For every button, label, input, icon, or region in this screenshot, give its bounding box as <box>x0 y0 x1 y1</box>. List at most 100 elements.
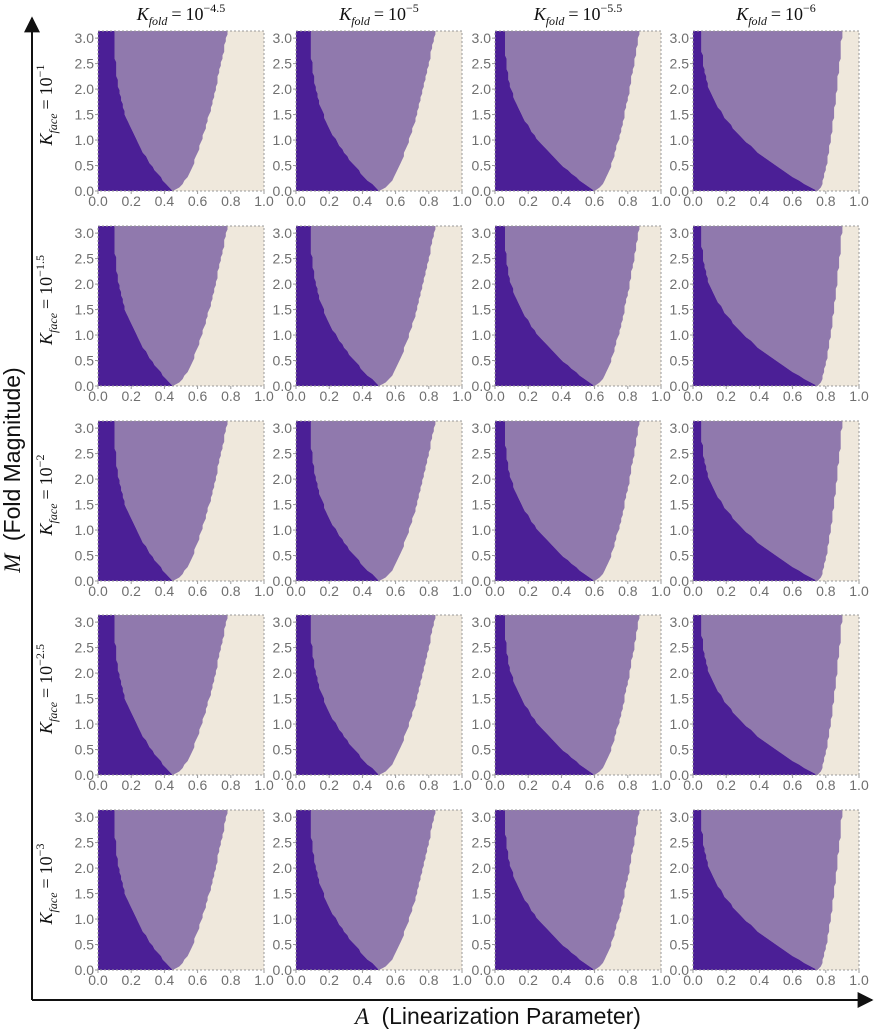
y-tick-label: 2.5 <box>273 446 293 462</box>
region-light-purple <box>505 31 640 191</box>
y-tick-label: 1.0 <box>273 522 293 538</box>
panel-frame <box>97 614 265 776</box>
y-tick-label: 3.0 <box>670 225 690 241</box>
x-tick-label: 0.8 <box>419 972 439 988</box>
x-tick-label: 1.0 <box>849 193 869 209</box>
panel-r4-c3: 0.0 0.5 1.0 1.5 2.0 2.5 3.0 0.0 0.2 0.4 0.6 0.8 1.0 <box>472 614 671 793</box>
x-tick-label: 0.6 <box>188 388 208 404</box>
y-tick-label: 0.0 <box>273 767 293 783</box>
y-tick-label: 1.5 <box>472 497 492 513</box>
y-tick-label: 0.5 <box>273 353 293 369</box>
y-tick-label: 2.0 <box>273 276 293 292</box>
region-light-purple <box>114 31 228 191</box>
x-tick-label: 0.8 <box>816 972 836 988</box>
x-tick-label: 0.4 <box>353 777 373 793</box>
y-tick-label: 0.5 <box>670 548 690 564</box>
x-tick-label: 0.8 <box>221 388 241 404</box>
x-tick-label: 1.0 <box>651 972 671 988</box>
x-tick-label: 1.0 <box>254 193 274 209</box>
region-dark-purple <box>495 31 595 191</box>
x-tick-label: 0.2 <box>121 583 141 599</box>
y-tick-label: 1.5 <box>670 302 690 318</box>
y-tick-label: 1.5 <box>273 691 293 707</box>
region-light-purple <box>701 226 843 386</box>
y-tick-label: 2.0 <box>273 860 293 876</box>
y-tick-label: 0.5 <box>75 742 95 758</box>
y-tick-label: 1.5 <box>273 302 293 318</box>
y-tick-label: 2.5 <box>472 251 492 267</box>
panel-frame <box>295 225 463 387</box>
x-tick-label: 0.0 <box>485 972 505 988</box>
x-tick-label: 0.8 <box>419 388 439 404</box>
y-tick-label: 3.0 <box>273 225 293 241</box>
region-light-purple <box>701 810 843 970</box>
x-tick-label: 1.0 <box>849 388 869 404</box>
x-tick-label: 0.0 <box>683 388 703 404</box>
panel-r2-c1: 0.0 0.5 1.0 1.5 2.0 2.5 3.0 0.0 0.2 0.4 0.6 0.8 1.0 <box>75 225 274 404</box>
x-tick-label: 0.4 <box>750 972 770 988</box>
y-tick-label: 2.0 <box>273 665 293 681</box>
x-tick-label: 0.4 <box>353 388 373 404</box>
y-tick-label: 0.0 <box>670 378 690 394</box>
row-label-3: Kface=10−2 <box>33 455 60 537</box>
y-tick-label: 1.5 <box>75 886 95 902</box>
region-light-purple <box>114 421 228 581</box>
x-tick-label: 0.2 <box>518 193 538 209</box>
region-light-purple <box>310 226 436 386</box>
x-tick-label: 1.0 <box>452 583 472 599</box>
x-tick-label: 0.6 <box>386 972 406 988</box>
y-tick-label: 2.0 <box>75 471 95 487</box>
x-tick-label: 0.6 <box>386 388 406 404</box>
region-light-purple <box>701 421 843 581</box>
x-tick-label: 0.4 <box>155 972 175 988</box>
y-tick-label: 2.0 <box>472 471 492 487</box>
y-tick-label: 3.0 <box>75 30 95 46</box>
region-dark-purple <box>98 226 173 386</box>
y-tick-label: 1.0 <box>670 522 690 538</box>
y-tick-label: 0.5 <box>472 353 492 369</box>
region-dark-purple <box>296 810 379 970</box>
y-tick-label: 3.0 <box>472 225 492 241</box>
x-tick-label: 0.6 <box>783 388 803 404</box>
region-dark-purple <box>693 421 818 581</box>
region-dark-purple <box>296 615 379 775</box>
x-tick-label: 0.6 <box>783 193 803 209</box>
y-tick-label: 2.5 <box>75 446 95 462</box>
x-tick-label: 0.8 <box>221 972 241 988</box>
panel-r5-c3: 0.0 0.5 1.0 1.5 2.0 2.5 3.0 0.0 0.2 0.4 0.6 0.8 1.0 <box>472 809 671 988</box>
row-label-5: Kface=10−3 <box>33 844 60 926</box>
x-tick-label: 0.0 <box>88 972 108 988</box>
x-tick-label: 1.0 <box>651 193 671 209</box>
x-tick-label: 0.4 <box>155 583 175 599</box>
y-tick-label: 2.0 <box>670 81 690 97</box>
y-tick-label: 1.0 <box>75 327 95 343</box>
x-axis-title: A (Linearization Parameter) <box>353 1003 641 1029</box>
y-tick-label: 2.5 <box>670 446 690 462</box>
region-light-purple <box>505 226 640 386</box>
x-tick-label: 0.8 <box>816 388 836 404</box>
x-tick-label: 0.4 <box>750 583 770 599</box>
y-tick-label: 2.5 <box>670 640 690 656</box>
x-tick-label: 0.4 <box>750 388 770 404</box>
column-header-1: Kfold = 10−4.5 <box>136 1 226 28</box>
y-tick-label: 1.0 <box>273 716 293 732</box>
y-tick-label: 1.5 <box>75 107 95 123</box>
x-tick-label: 0.2 <box>121 388 141 404</box>
region-dark-purple <box>98 615 173 775</box>
y-tick-label: 2.0 <box>670 471 690 487</box>
y-tick-label: 3.0 <box>273 30 293 46</box>
panel-frame <box>97 809 265 971</box>
y-tick-label: 0.5 <box>75 548 95 564</box>
y-tick-label: 0.0 <box>472 573 492 589</box>
region-dark-purple <box>98 810 173 970</box>
x-tick-label: 0.4 <box>552 583 572 599</box>
panel-frame <box>97 30 265 192</box>
row-labels: Kface=10−1 Kface=10−1.5 Kface=10−2 Kface=10… <box>33 65 60 926</box>
y-tick-label: 1.0 <box>75 522 95 538</box>
column-header-4: Kfold = 10−6 <box>735 1 816 28</box>
region-dark-purple <box>693 31 818 191</box>
y-tick-label: 0.5 <box>75 158 95 174</box>
panel-r5-c2: 0.0 0.5 1.0 1.5 2.0 2.5 3.0 0.0 0.2 0.4 0.6 0.8 1.0 <box>273 809 472 988</box>
y-tick-label: 1.5 <box>670 497 690 513</box>
